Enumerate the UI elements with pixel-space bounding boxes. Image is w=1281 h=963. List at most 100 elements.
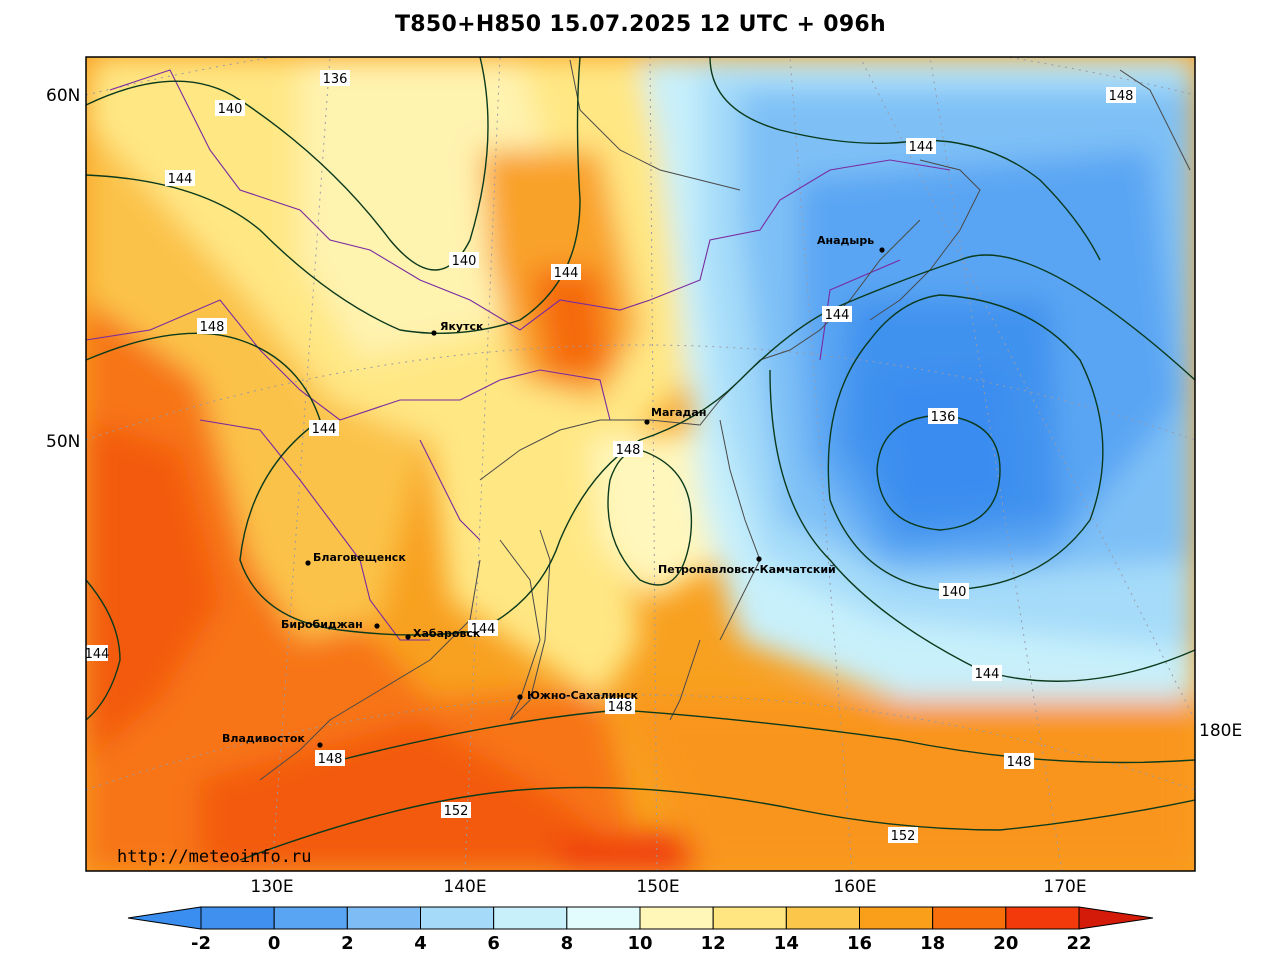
contour-label: 148 [613, 441, 643, 458]
svg-text:140: 140 [452, 254, 477, 269]
temperature-field [86, 57, 1195, 871]
contour-label: 144 [85, 645, 110, 662]
colorbar-tick-label: 10 [627, 933, 652, 954]
colorbar-tick-label: 14 [774, 933, 799, 954]
svg-text:144: 144 [312, 422, 337, 437]
svg-text:152: 152 [444, 804, 469, 819]
contour-label: 144 [309, 420, 339, 437]
contour-label: 144 [906, 138, 936, 155]
colorbar-tick-label: 16 [847, 933, 872, 954]
colorbar: -2 0 2 4 6 8 10 12 14 16 18 20 22 [127, 906, 1154, 954]
svg-text:136: 136 [323, 72, 348, 87]
lon-label-170e: 170E [1043, 877, 1086, 897]
lon-label-140e: 140E [443, 877, 486, 897]
watermark: http://meteoinfo.ru [117, 847, 311, 867]
map-frame [85, 56, 1196, 872]
lat-label-50n: 50N [46, 432, 80, 452]
svg-text:136: 136 [931, 410, 956, 425]
svg-text:144: 144 [825, 308, 850, 323]
contour-label: 140 [449, 252, 479, 269]
colorbar-low-arrow [127, 906, 202, 930]
colorbar-tick-label: -2 [191, 933, 211, 954]
contour-label: 144 [468, 620, 498, 637]
colorbar-swatch [493, 906, 568, 930]
svg-text:Южно-Сахалинск: Южно-Сахалинск [527, 689, 638, 702]
svg-text:144: 144 [85, 647, 110, 662]
colorbar-swatch [859, 906, 934, 930]
svg-text:140: 140 [218, 102, 243, 117]
city-anadyr: Анадырь [817, 234, 885, 253]
svg-text:144: 144 [471, 622, 496, 637]
colorbar-high-arrow [1078, 906, 1154, 930]
contour-label: 144 [551, 264, 581, 281]
colorbar-tick-label: 2 [341, 933, 354, 954]
svg-text:Петропавловск-Камчатский: Петропавловск-Камчатский [658, 563, 836, 576]
lon-label-180e: 180E [1199, 721, 1242, 741]
svg-text:Владивосток: Владивосток [222, 732, 305, 745]
colorbar-swatch [346, 906, 422, 930]
city-yuzhno-sakhalinsk: Южно-Сахалинск [517, 689, 638, 702]
city-yakutsk: Якутск [431, 320, 484, 336]
svg-text:Хабаровск: Хабаровск [413, 627, 481, 640]
colorbar-tick-label: 22 [1066, 933, 1091, 954]
svg-text:144: 144 [909, 140, 934, 155]
city-vladivostok: Владивосток [222, 732, 323, 748]
contour-label: 140 [215, 100, 245, 117]
contour-label: 152 [888, 827, 918, 844]
contour-label: 136 [320, 70, 350, 87]
colorbar-swatch [785, 906, 860, 930]
contour-label: 144 [165, 170, 195, 187]
contour-label: 140 [939, 583, 969, 600]
graticule [86, 57, 1195, 871]
contour-label: 152 [441, 802, 471, 819]
contour-labels: 136 140 144 140 148 144 144 144 144 148 … [85, 70, 1136, 844]
city-birobidzhan: Биробиджан [281, 618, 380, 631]
colorbar-swatch [932, 906, 1007, 930]
svg-text:144: 144 [554, 266, 579, 281]
svg-text:148: 148 [1007, 755, 1032, 770]
colorbar-tick-label: 4 [414, 933, 427, 954]
contour-label: 144 [822, 306, 852, 323]
colorbar-tick-label: 6 [487, 933, 500, 954]
colorbar-tick-label: 0 [268, 933, 281, 954]
colorbar-tick-label: 20 [993, 933, 1018, 954]
svg-text:144: 144 [168, 172, 193, 187]
colorbar-tick-label: 12 [701, 933, 726, 954]
lon-label-150e: 150E [636, 877, 679, 897]
colorbar-swatch [273, 906, 348, 930]
svg-text:Биробиджан: Биробиджан [281, 618, 363, 631]
contour-label: 136 [928, 408, 958, 425]
colorbar-swatch [1005, 906, 1080, 930]
lon-label-130e: 130E [250, 877, 293, 897]
svg-text:148: 148 [616, 443, 641, 458]
latitude-labels: 60N 50N [46, 86, 80, 452]
colorbar-tick-label: 8 [561, 933, 574, 954]
city-markers: Якутск Магадан Анадырь Благовещенск Биро… [222, 234, 885, 748]
svg-text:144: 144 [975, 667, 1000, 682]
city-blagoveshchensk: Благовещенск [305, 551, 406, 566]
svg-text:148: 148 [608, 700, 633, 715]
svg-text:140: 140 [942, 585, 967, 600]
city-magadan: Магадан [644, 406, 706, 425]
city-petropavlovsk: Петропавловск-Камчатский [658, 556, 836, 576]
contour-label: 144 [972, 665, 1002, 682]
longitude-labels: 130E 140E 150E 160E 170E 180E [250, 721, 1242, 897]
contour-label: 148 [1106, 87, 1136, 104]
svg-text:Благовещенск: Благовещенск [313, 551, 406, 564]
lon-label-160e: 160E [833, 877, 876, 897]
svg-text:148: 148 [318, 752, 343, 767]
svg-text:148: 148 [1109, 89, 1134, 104]
colorbar-swatch [712, 906, 787, 930]
colorbar-swatch [200, 906, 275, 930]
svg-text:148: 148 [200, 320, 225, 335]
colorbar-swatch [639, 906, 714, 930]
svg-text:152: 152 [891, 829, 916, 844]
contour-label: 148 [1004, 753, 1034, 770]
map-title: T850+H850 15.07.2025 12 UTC + 096h [394, 12, 887, 37]
colorbar-swatch [420, 906, 495, 930]
svg-text:Анадырь: Анадырь [817, 234, 874, 247]
svg-text:Якутск: Якутск [440, 320, 484, 333]
colorbar-swatch [566, 906, 641, 930]
lat-label-60n: 60N [46, 86, 80, 106]
